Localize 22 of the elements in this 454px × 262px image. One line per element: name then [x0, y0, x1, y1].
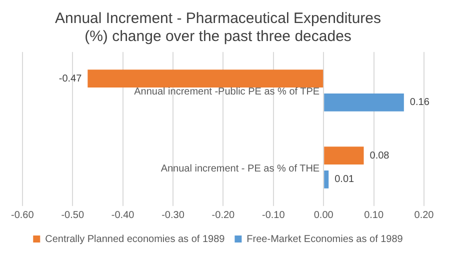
x-tick-label: 0.10 — [364, 210, 384, 221]
bar — [88, 70, 324, 88]
x-tick-label: -0.40 — [111, 210, 135, 221]
x-tick-label: -0.20 — [212, 210, 236, 221]
y-tick-label: Annual increment -Public PE as % of TPE — [134, 86, 320, 98]
y-tick-label: Annual increment - PE as % of THE — [160, 163, 320, 174]
data-label: -0.47 — [58, 73, 82, 84]
x-tick-label: -0.10 — [262, 210, 286, 221]
data-label: 0.08 — [370, 150, 390, 162]
bar — [324, 93, 404, 112]
data-label: 0.01 — [334, 174, 355, 186]
x-tick-label: 0.00 — [314, 210, 334, 221]
x-tick-label: -0.60 — [11, 210, 34, 221]
data-label: 0.16 — [410, 97, 430, 108]
bar — [324, 170, 329, 188]
legend-label: Free-Market Economies as of 1989 — [246, 234, 404, 245]
x-tick-label: 0.20 — [414, 210, 434, 221]
x-tick-label: -0.50 — [61, 210, 84, 221]
bar — [324, 146, 364, 165]
legend-label: Centrally Planned economies as of 1989 — [45, 234, 226, 245]
chart-title: Annual Increment - Pharmaceutical Expenditures (%) change over the past three decades — [54, 10, 382, 46]
x-tick-label: -0.30 — [162, 210, 185, 221]
